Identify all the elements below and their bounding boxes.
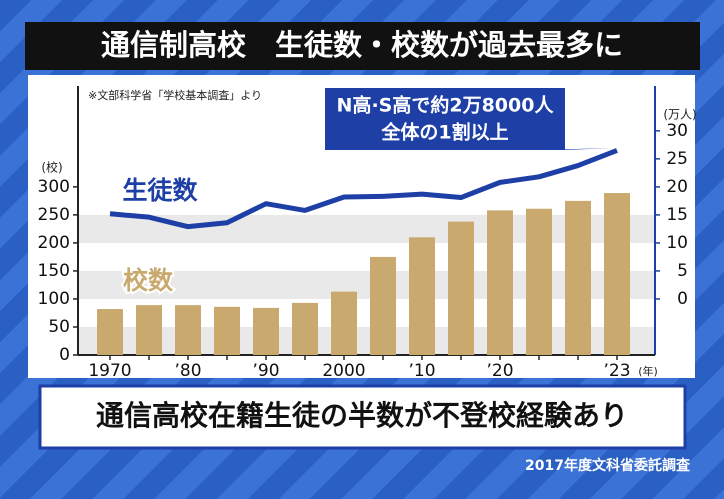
bar	[604, 193, 630, 355]
y-tick-label: 0	[59, 345, 70, 365]
callout-line: 全体の1割以上	[380, 121, 508, 144]
series-label: 校数	[123, 266, 174, 295]
title-bar	[25, 22, 700, 70]
series-label: 生徒数	[122, 176, 198, 205]
x-tick-label: ’90	[252, 361, 279, 381]
y2-axis-label: (万人)	[663, 108, 696, 122]
footer-box	[38, 384, 687, 450]
callout-box	[325, 88, 565, 150]
x-tick-label: ’10	[408, 361, 435, 381]
bar	[331, 291, 357, 355]
y2-tick-label: 0	[677, 289, 688, 309]
bar	[448, 221, 474, 355]
bar	[136, 305, 162, 355]
bar	[370, 256, 396, 355]
source-note: ※文部科学省「学校基本調査」より	[88, 88, 262, 102]
y2-tick-label: 20	[666, 177, 688, 197]
x-tick-label: ’20	[486, 361, 513, 381]
x-tick-label: 2000	[322, 361, 365, 381]
grid-band	[78, 270, 655, 299]
y-tick-label: 50	[48, 317, 70, 337]
y2-tick-label: 15	[666, 205, 688, 225]
x-tick-label: 1970	[88, 361, 131, 381]
bar	[253, 307, 279, 355]
bar	[175, 305, 201, 355]
callout-pointer	[540, 148, 612, 150]
bar	[214, 306, 240, 355]
bar	[409, 237, 435, 355]
callout-line: N高·S高で約2万8000人	[337, 94, 555, 117]
y2-tick-label: 10	[666, 233, 688, 253]
x-tick-label: ’80	[174, 361, 201, 381]
y-tick-label: 300	[38, 177, 70, 197]
chart-title: 通信制高校 生徒数・校数が過去最多に	[101, 28, 623, 62]
y-tick-label: 150	[38, 261, 70, 281]
y-tick-label: 100	[38, 289, 70, 309]
y2-tick-label: 25	[666, 149, 688, 169]
footer-source: 2017年度文科省委託調査	[525, 457, 691, 474]
y2-tick-label: 5	[677, 261, 688, 281]
x-axis-label: (年)	[638, 364, 658, 378]
bar	[565, 200, 591, 355]
grid-band	[78, 326, 655, 355]
bar	[292, 302, 318, 355]
y-axis-label: (校)	[41, 160, 62, 175]
bar	[526, 208, 552, 355]
bar	[487, 210, 513, 355]
y2-tick-label: 30	[666, 121, 688, 141]
line	[109, 148, 618, 230]
bar	[97, 309, 123, 355]
grid-band	[78, 214, 655, 243]
x-tick-label: ’23	[603, 361, 630, 381]
y-tick-label: 200	[38, 233, 70, 253]
y-tick-label: 250	[38, 205, 70, 225]
footer-title: 通信高校在籍生徒の半数が不登校経験あり	[96, 399, 628, 432]
